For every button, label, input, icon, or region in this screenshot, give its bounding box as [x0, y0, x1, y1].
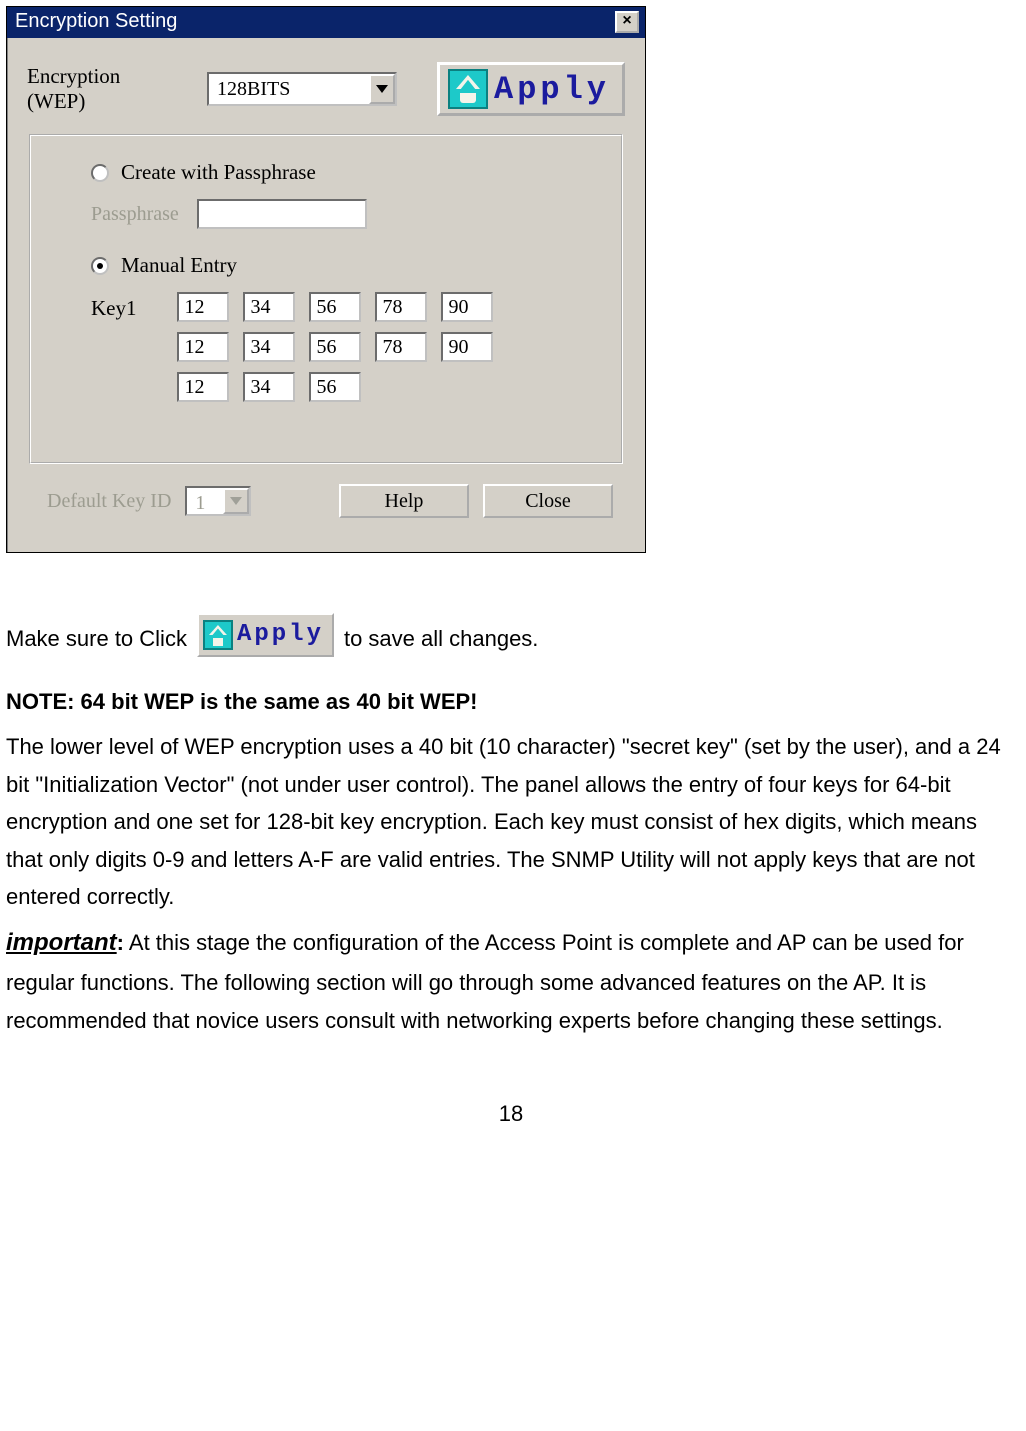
help-button[interactable]: Help — [339, 484, 469, 518]
default-key-label: Default Key ID — [47, 490, 171, 513]
chevron-down-icon[interactable] — [369, 74, 395, 104]
radio-create-label: Create with Passphrase — [121, 160, 316, 185]
encryption-setting-dialog: Encryption Setting × Encryption (WEP) 12… — [6, 6, 646, 553]
apply-inline-label: Apply — [237, 615, 324, 656]
important-label: important — [6, 929, 117, 956]
key1-label: Key1 — [91, 292, 137, 321]
key-cell[interactable]: 34 — [243, 332, 295, 362]
text: Make sure to Click — [6, 620, 187, 657]
key-cell[interactable]: 56 — [309, 372, 361, 402]
dialog-title: Encryption Setting — [15, 10, 177, 33]
default-key-value: 1 — [187, 488, 223, 514]
passphrase-input[interactable] — [197, 199, 367, 229]
key-cell[interactable]: 12 — [177, 292, 229, 322]
key-cell[interactable]: 78 — [375, 332, 427, 362]
note-line: •NOTE: 64 bit WEP is the same as 40 bit … — [6, 683, 1016, 720]
key-cell[interactable]: 12 — [177, 372, 229, 402]
apply-button-inline: Apply — [197, 613, 334, 657]
chevron-down-icon — [223, 488, 249, 514]
key-cell[interactable]: 56 — [309, 332, 361, 362]
key-row: 12 34 56 — [177, 372, 493, 402]
key-cell[interactable]: 90 — [441, 292, 493, 322]
radio-manual-entry[interactable] — [91, 257, 109, 275]
close-button[interactable]: Close — [483, 484, 613, 518]
radio-create-passphrase[interactable] — [91, 164, 109, 182]
apply-button[interactable]: Apply — [437, 62, 625, 116]
key-entry-group: Create with Passphrase Passphrase Manual… — [29, 134, 623, 464]
apply-button-label: Apply — [494, 71, 610, 108]
key-cell[interactable]: 56 — [309, 292, 361, 322]
paragraph: important: At this stage the configurati… — [6, 923, 1016, 1039]
key-row: 12 34 56 78 90 — [177, 332, 493, 362]
key-cell[interactable]: 34 — [243, 372, 295, 402]
key-cell[interactable]: 12 — [177, 332, 229, 362]
apply-icon — [448, 69, 488, 109]
encryption-value: 128BITS — [209, 74, 369, 104]
key-cell[interactable]: 90 — [441, 332, 493, 362]
apply-icon — [203, 620, 233, 650]
default-key-select: 1 — [185, 486, 251, 516]
key-row: 12 34 56 78 90 — [177, 292, 493, 322]
key-cell[interactable]: 34 — [243, 292, 295, 322]
paragraph: The lower level of WEP encryption uses a… — [6, 728, 1016, 915]
encryption-select[interactable]: 128BITS — [207, 72, 397, 106]
text: to save all changes. — [344, 620, 538, 657]
encryption-label: Encryption (WEP) — [27, 64, 181, 114]
close-icon[interactable]: × — [615, 11, 639, 33]
page-number: 18 — [6, 1095, 1016, 1132]
titlebar: Encryption Setting × — [7, 7, 645, 38]
key-cell[interactable]: 78 — [375, 292, 427, 322]
radio-manual-label: Manual Entry — [121, 253, 237, 278]
passphrase-label: Passphrase — [91, 203, 179, 226]
